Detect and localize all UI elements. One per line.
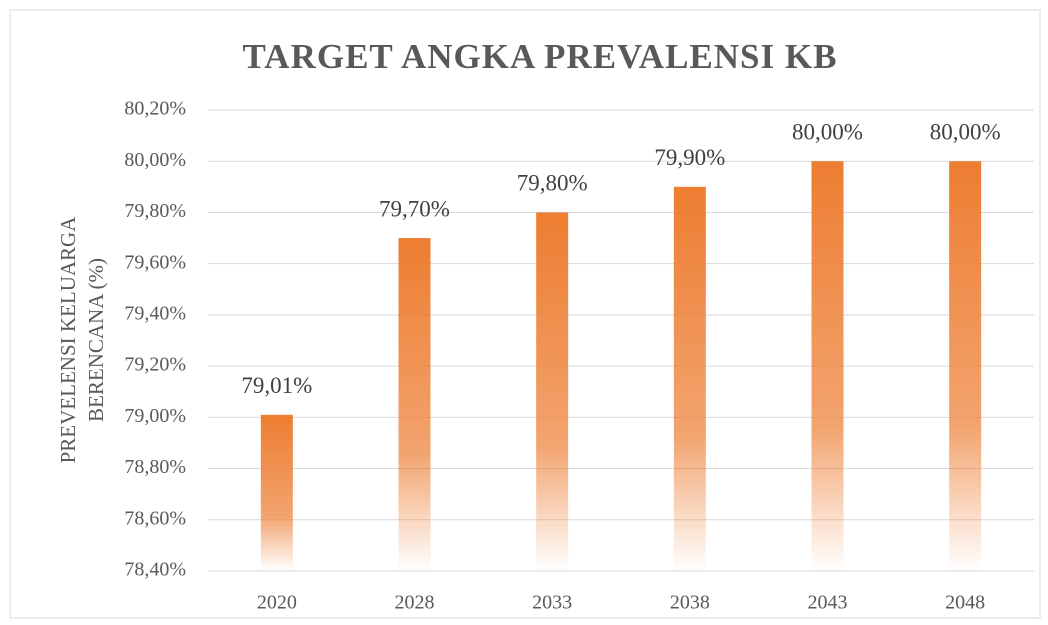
y-tick-label: 79,00%: [124, 405, 186, 427]
value-label: 79,01%: [241, 373, 312, 398]
value-label: 79,70%: [379, 196, 450, 221]
x-tick-label: 2028: [395, 592, 435, 614]
y-tick-label: 80,20%: [124, 98, 186, 120]
y-tick-label: 79,80%: [124, 200, 186, 222]
y-tick-label: 80,00%: [124, 149, 186, 171]
x-tick-label: 2020: [257, 592, 297, 614]
bar: [811, 161, 844, 571]
y-tick-label: 78,80%: [124, 456, 186, 478]
y-tick-label: 78,60%: [124, 507, 186, 529]
value-label: 80,00%: [930, 120, 1001, 145]
y-tick-label: 79,20%: [124, 354, 186, 376]
bar: [260, 414, 293, 571]
x-tick-label: 2038: [670, 592, 710, 614]
y-tick-label: 79,60%: [124, 251, 186, 273]
value-label: 79,80%: [517, 171, 588, 196]
x-tick-label: 2033: [532, 592, 572, 614]
y-tick-label: 78,40%: [124, 559, 186, 581]
x-tick-label: 2048: [945, 592, 985, 614]
x-tick-label: 2043: [808, 592, 848, 614]
value-label: 80,00%: [792, 120, 863, 145]
bar: [673, 186, 706, 572]
chart-border: [9, 9, 1041, 619]
bar: [398, 238, 431, 572]
y-axis-label: PREVELENSI KELUARGA: [56, 216, 80, 464]
bar: [536, 212, 569, 571]
y-tick-label: 79,40%: [124, 302, 186, 324]
y-axis-label: BERENCANA (%): [84, 258, 108, 422]
value-label: 79,90%: [654, 145, 725, 170]
chart-title: TARGET ANGKA PREVALENSI KB: [243, 37, 838, 76]
bar: [949, 161, 982, 571]
